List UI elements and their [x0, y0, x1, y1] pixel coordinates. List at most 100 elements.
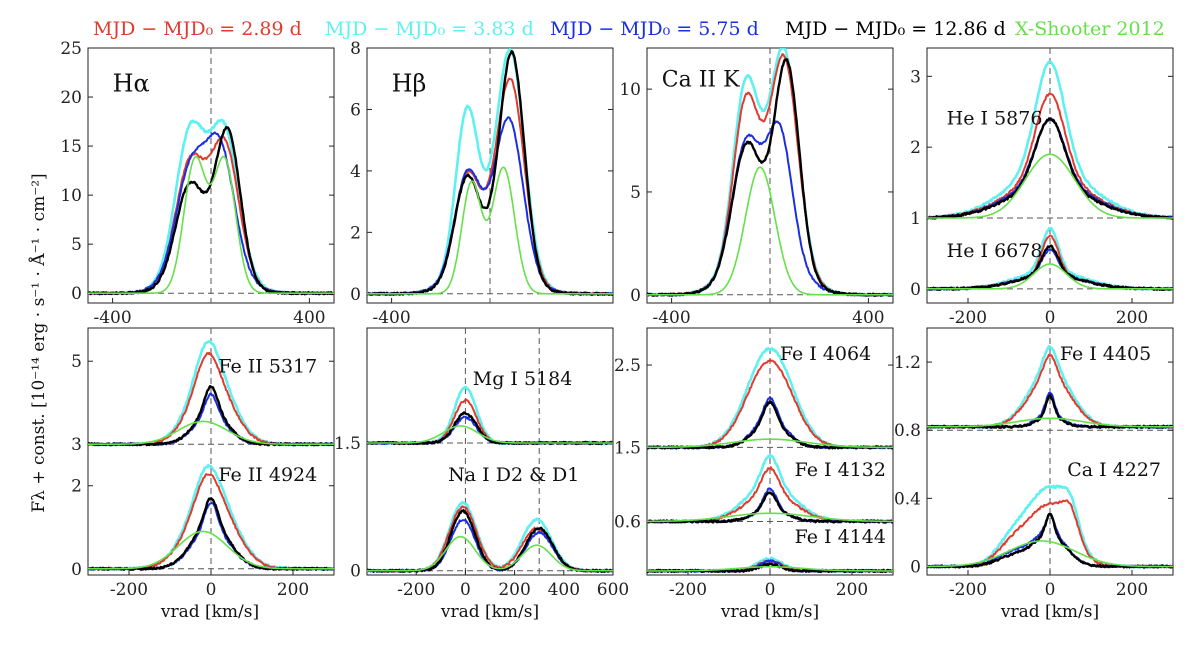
profile-x-shooter-2012 — [927, 263, 1173, 290]
y-tick-label: 10 — [60, 186, 82, 206]
y-tick-label: 0.4 — [894, 489, 921, 509]
y-tick-label: 2 — [350, 223, 361, 243]
panel-r2c1: 0 2 3 5 -200 0 200 Fe II 5317 Fe II 4924 — [71, 327, 335, 600]
y-tick-label: 0.8 — [894, 421, 921, 441]
spectra — [927, 60, 1173, 292]
y-tick-label: 1 — [910, 209, 921, 229]
profile-12-86-d — [927, 117, 1173, 220]
x-tick-label: 200 — [277, 580, 309, 600]
spectra — [367, 385, 613, 573]
y-tick-label: 0 — [910, 557, 921, 577]
x-tick-label: 600 — [597, 580, 629, 600]
profile-x-shooter-2012 — [647, 438, 893, 449]
line-label: Hα — [113, 69, 150, 97]
panel-r2c2: 0 1.5 -200 0 200 400 600 Mg I 5184 Na I D2 & D1 — [334, 327, 629, 600]
legend-entry-5-75d: MJD − MJD₀ = 5.75 d — [550, 18, 759, 40]
line-label: Ca I 4227 — [1067, 459, 1161, 481]
x-tick-label: 400 — [293, 308, 325, 328]
x-tick-label: -200 — [949, 580, 987, 600]
y-tick-label: 0 — [630, 286, 641, 306]
spectra — [647, 347, 893, 574]
y-tick-label: 8 — [350, 39, 361, 59]
profile-x-shooter-2012 — [927, 417, 1173, 428]
x-tick-label: 400 — [548, 580, 580, 600]
y-tick-label: 5 — [630, 183, 641, 203]
x-tick-label: -400 — [372, 308, 410, 328]
x-tick-label: -200 — [397, 580, 435, 600]
spectra — [927, 344, 1173, 569]
x-axis-label-col3: vrad [km/s] — [720, 602, 819, 622]
panel-r1c1: 0 5 10 15 20 25 -400 400 Hα — [60, 39, 335, 328]
y-tick-label: 0 — [350, 285, 361, 305]
x-tick-label: -200 — [949, 308, 987, 328]
y-tick-label: 5 — [71, 235, 82, 255]
legend-entry-12-86d: MJD − MJD₀ = 12.86 d — [785, 18, 1006, 40]
x-tick-label: 200 — [498, 580, 530, 600]
profile-3-83-d — [367, 385, 613, 446]
y-tick-label: 0.6 — [614, 512, 641, 532]
y-tick-label: 3 — [910, 67, 921, 87]
x-tick-label: 0 — [1045, 580, 1056, 600]
y-tick-label: 4 — [350, 162, 361, 182]
x-tick-label: 0 — [460, 580, 471, 600]
line-label: Fe I 4132 — [795, 459, 886, 481]
spectra — [88, 340, 334, 571]
legend-entry-2-89d: MJD − MJD₀ = 2.89 d — [93, 18, 302, 40]
panel-r1c4: 0 1 2 3 -200 0 200 He I 5876 He I 6678 — [910, 47, 1174, 328]
profile-x-shooter-2012 — [367, 425, 613, 444]
legend-entry-xshooter: X-Shooter 2012 — [1015, 18, 1165, 40]
y-tick-label: 5 — [71, 352, 82, 372]
y-tick-label: 1.5 — [334, 434, 361, 454]
line-label: He I 6678 — [947, 240, 1043, 262]
x-tick-label: 0 — [206, 580, 217, 600]
x-tick-label: 0 — [1045, 308, 1056, 328]
y-tick-label: 3 — [71, 435, 82, 455]
profile-x-shooter-2012 — [647, 566, 893, 572]
x-tick-label: -400 — [652, 308, 690, 328]
profile-x-shooter-2012 — [927, 540, 1173, 568]
line-label: Hβ — [392, 69, 427, 97]
line-label: Fe II 5317 — [218, 355, 317, 377]
x-tick-label: 200 — [1116, 308, 1148, 328]
spectra — [88, 118, 334, 296]
y-axis-label: Fλ + const. [10⁻¹⁴ erg · s⁻¹ · Å⁻¹ · cm⁻… — [28, 173, 49, 512]
x-axis-label-col1: vrad [km/s] — [160, 602, 259, 622]
profile-x-shooter-2012 — [367, 166, 613, 295]
x-tick-label: 400 — [852, 308, 884, 328]
profile-x-shooter-2012 — [88, 420, 334, 445]
y-tick-label: 1.5 — [614, 438, 641, 458]
axes-frame — [366, 327, 614, 576]
y-tick-label: 10 — [619, 80, 641, 100]
y-tick-label: 2 — [71, 477, 82, 497]
profile-x-shooter-2012 — [88, 155, 334, 294]
y-tick-label: 0 — [71, 284, 82, 304]
x-tick-label: -400 — [93, 308, 131, 328]
x-tick-label: 200 — [1116, 580, 1148, 600]
panel-r2c4: 0 0.4 0.8 1.2 -200 0 200 Fe I 4405 Ca I 4227 — [894, 327, 1174, 600]
line-label: Fe I 4064 — [780, 343, 871, 365]
line-label: Mg I 5184 — [473, 368, 573, 390]
line-label: Fe I 4405 — [1060, 343, 1151, 365]
profile-x-shooter-2012 — [367, 535, 613, 572]
y-tick-label: 15 — [60, 137, 82, 157]
line-label: Ca II K — [662, 67, 740, 92]
y-tick-label: 2.5 — [614, 356, 641, 376]
profile-x-shooter-2012 — [927, 153, 1173, 219]
profile-x-shooter-2012 — [88, 530, 334, 570]
x-tick-label: 200 — [836, 580, 868, 600]
profile-12-86-d — [647, 491, 893, 524]
y-tick-label: 6 — [350, 100, 361, 120]
spectra — [367, 48, 613, 297]
panel-r1c3: 0 5 10 -400 400 Ca II K — [619, 47, 894, 328]
y-tick-label: 25 — [60, 39, 82, 59]
y-tick-label: 1.2 — [894, 353, 921, 373]
x-tick-label: -200 — [110, 580, 148, 600]
x-axis-label-col2: vrad [km/s] — [440, 602, 539, 622]
x-axis-label-col4: vrad [km/s] — [1000, 602, 1099, 622]
profile-x-shooter-2012 — [647, 512, 893, 523]
x-tick-label: 0 — [765, 580, 776, 600]
spectra — [647, 48, 893, 297]
y-tick-label: 0 — [910, 280, 921, 300]
y-tick-label: 0 — [350, 562, 361, 582]
